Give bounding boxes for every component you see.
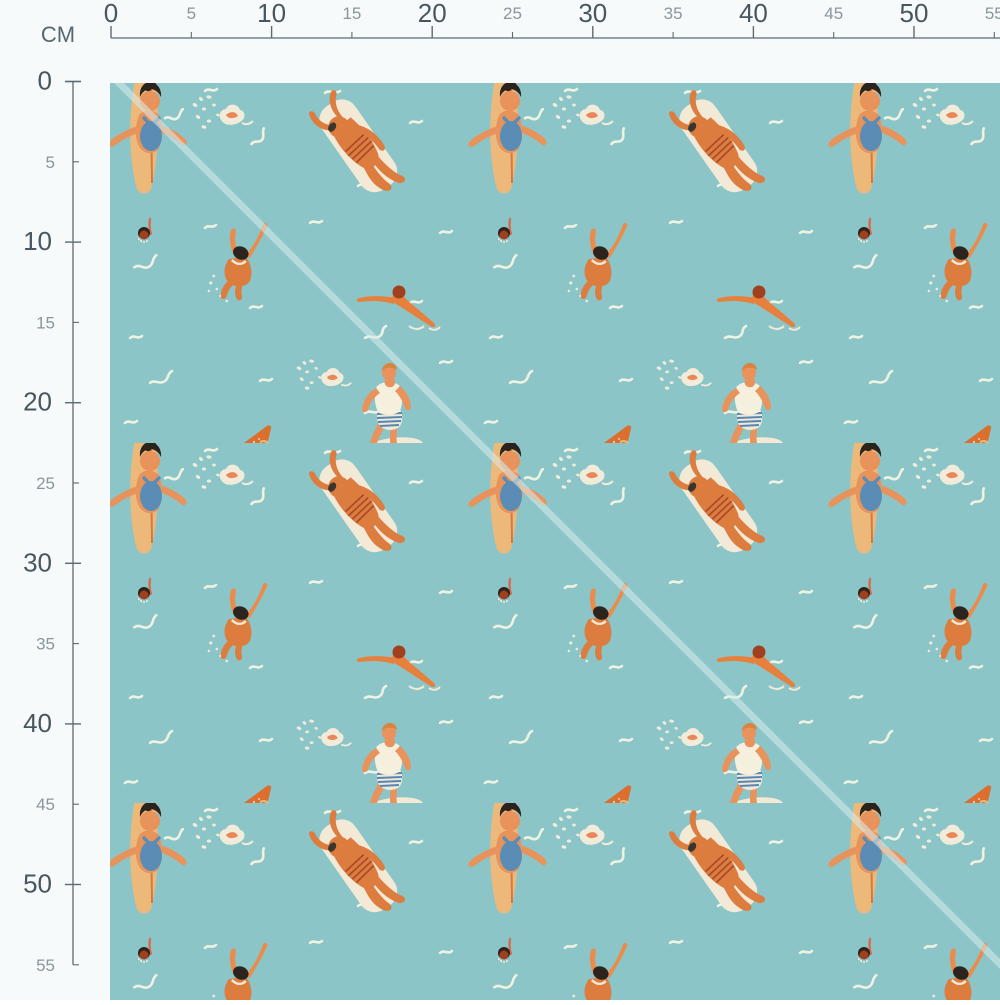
svg-text:10: 10 [23, 226, 52, 256]
svg-text:5: 5 [46, 153, 55, 172]
svg-text:30: 30 [23, 547, 52, 577]
svg-text:15: 15 [36, 313, 55, 332]
svg-text:40: 40 [23, 708, 52, 738]
svg-text:5: 5 [187, 4, 196, 23]
svg-text:45: 45 [824, 4, 843, 23]
svg-text:20: 20 [418, 0, 447, 28]
svg-text:CM: CM [41, 22, 75, 47]
svg-text:25: 25 [503, 4, 522, 23]
svg-text:10: 10 [257, 0, 286, 28]
svg-text:25: 25 [36, 474, 55, 493]
svg-text:20: 20 [23, 387, 52, 417]
svg-text:50: 50 [23, 869, 52, 899]
svg-text:45: 45 [36, 795, 55, 814]
svg-text:0: 0 [38, 66, 52, 96]
svg-text:55: 55 [985, 4, 1000, 23]
svg-text:40: 40 [739, 0, 768, 28]
svg-text:35: 35 [664, 4, 683, 23]
svg-text:35: 35 [36, 635, 55, 654]
svg-text:0: 0 [104, 0, 118, 28]
svg-text:30: 30 [578, 0, 607, 28]
svg-text:55: 55 [36, 956, 55, 975]
svg-text:15: 15 [342, 4, 361, 23]
svg-text:50: 50 [900, 0, 929, 28]
